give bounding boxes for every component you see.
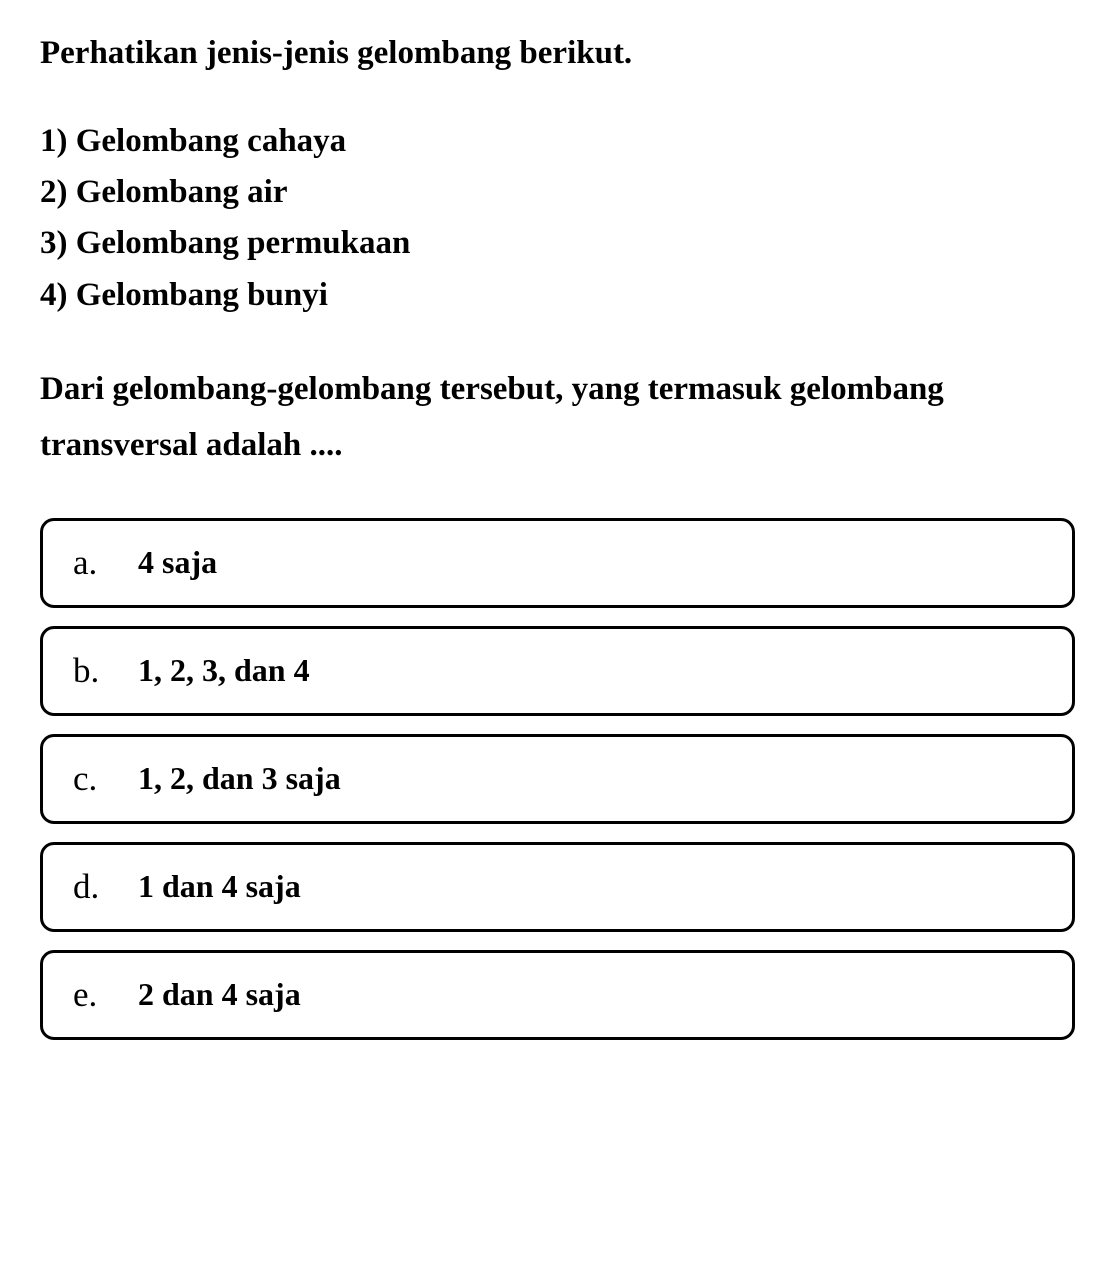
option-c[interactable]: c. 1, 2, dan 3 saja [40, 734, 1075, 824]
option-e[interactable]: e. 2 dan 4 saja [40, 950, 1075, 1040]
list-item: 3) Gelombang permukaan [40, 218, 1075, 269]
option-letter: c. [73, 759, 118, 799]
option-d[interactable]: d. 1 dan 4 saja [40, 842, 1075, 932]
list-item: 1) Gelombang cahaya [40, 116, 1075, 167]
option-a[interactable]: a. 4 saja [40, 518, 1075, 608]
option-text: 4 saja [138, 544, 217, 581]
question-intro: Perhatikan jenis-jenis gelombang berikut… [40, 30, 1075, 76]
option-letter: d. [73, 867, 118, 907]
option-letter: a. [73, 543, 118, 583]
option-text: 1, 2, dan 3 saja [138, 760, 341, 797]
option-letter: b. [73, 651, 118, 691]
options-container: a. 4 saja b. 1, 2, 3, dan 4 c. 1, 2, dan… [40, 518, 1075, 1040]
option-b[interactable]: b. 1, 2, 3, dan 4 [40, 626, 1075, 716]
option-text: 2 dan 4 saja [138, 976, 301, 1013]
option-text: 1 dan 4 saja [138, 868, 301, 905]
list-items-container: 1) Gelombang cahaya 2) Gelombang air 3) … [40, 116, 1075, 321]
question-prompt: Dari gelombang-gelombang tersebut, yang … [40, 361, 1075, 473]
option-text: 1, 2, 3, dan 4 [138, 652, 310, 689]
list-item: 4) Gelombang bunyi [40, 270, 1075, 321]
option-letter: e. [73, 975, 118, 1015]
list-item: 2) Gelombang air [40, 167, 1075, 218]
